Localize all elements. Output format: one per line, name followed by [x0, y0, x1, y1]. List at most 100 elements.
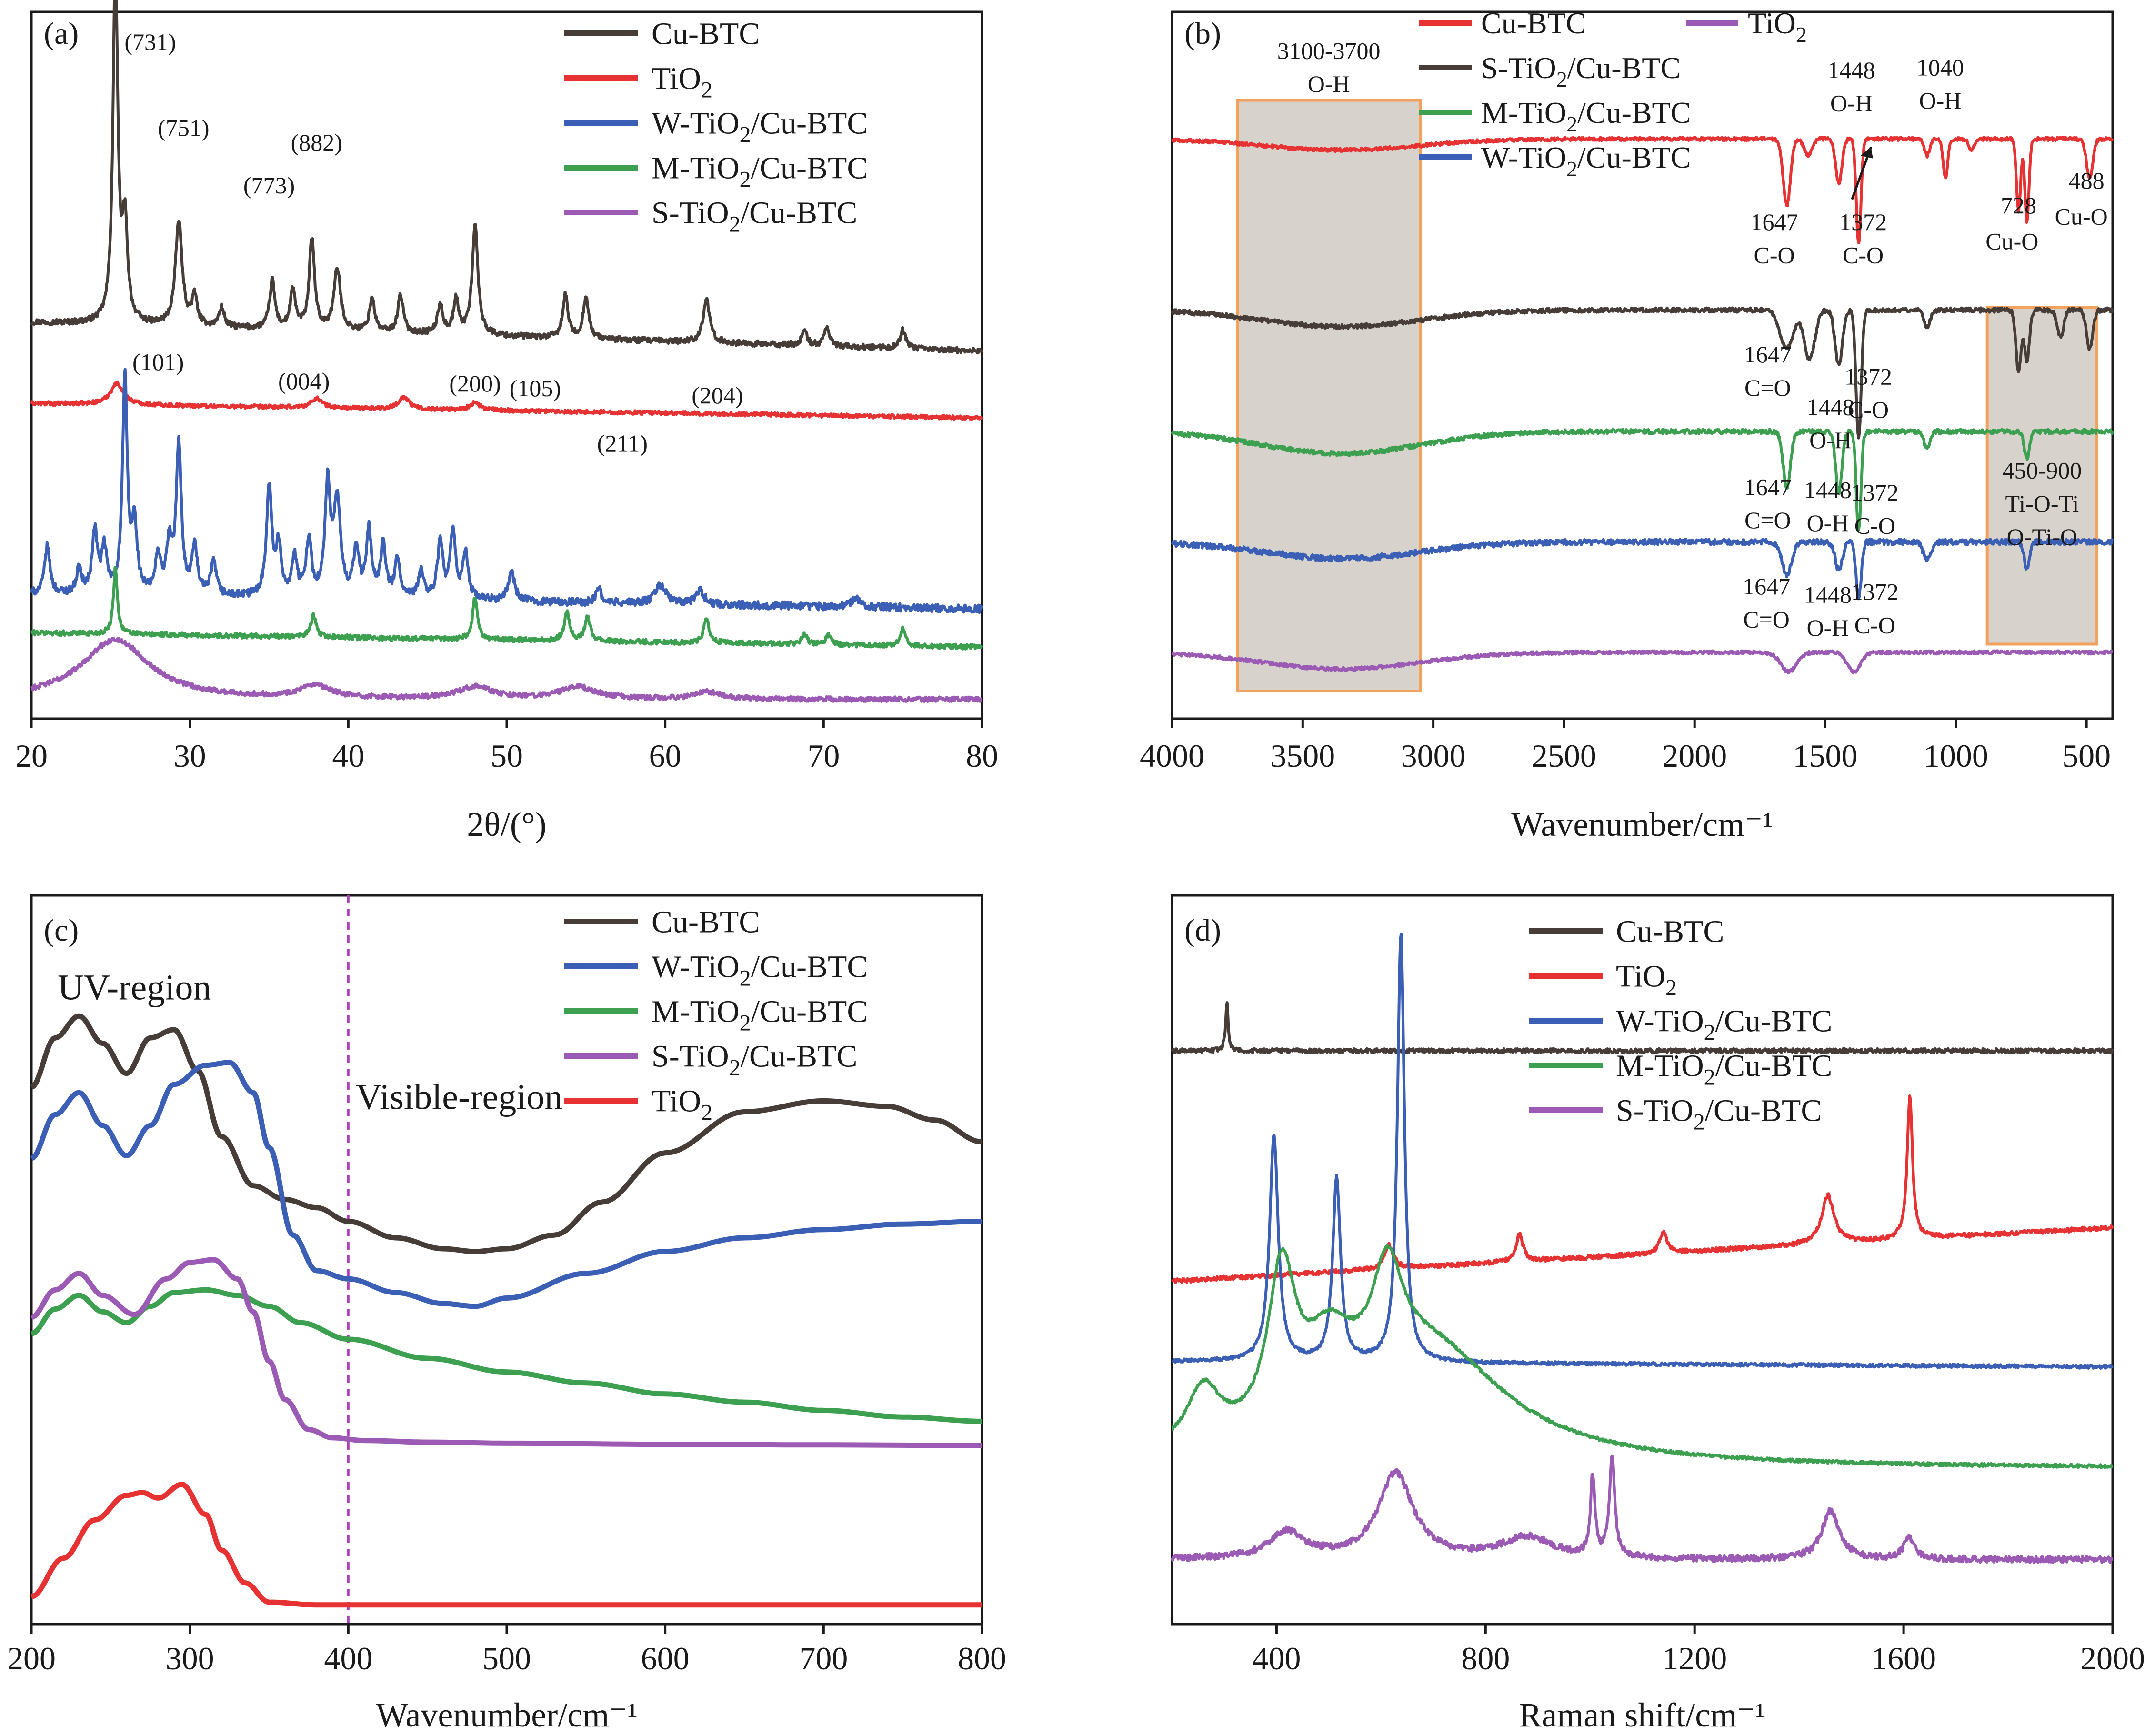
panel-b-annotation: 450-900 — [2003, 457, 2082, 484]
panel-b-annotation: 488 — [2069, 167, 2105, 194]
panel-b-annotation: 1448 — [1807, 393, 1854, 420]
panel-b-annotation: C-O — [1854, 512, 1895, 539]
panel-a-annotation: (101) — [132, 349, 184, 375]
panel-b-band-0 — [1236, 99, 1422, 693]
panel-c-axis: 200 300 400 500 600 700 800 — [7, 1624, 1006, 1676]
panel-b-x-tick-label: 1000 — [1924, 738, 1988, 774]
panel-d-label: (d) — [1184, 913, 1221, 948]
panel-a-series — [30, 0, 983, 703]
panel-c-annotations: UV-region Visible-region — [58, 968, 562, 1117]
panel-b-annotation: C-O — [1843, 242, 1884, 269]
panel-a-x-tick-label: 20 — [15, 738, 48, 774]
panel-c-series-cu-btc — [30, 1013, 982, 1254]
panel-b-x-tick-label: 3500 — [1270, 738, 1335, 774]
panel-a-annotation: (751) — [158, 115, 209, 141]
panel-b-x-axis-label: Wavenumber/cm⁻¹ — [1511, 805, 1773, 843]
panel-c-legend-w-tio2-cu-btc: W-TiO2/Cu-BTC — [652, 949, 868, 991]
panel-d-series-m-tio2-cu-btc — [1171, 1244, 2114, 1469]
panel-b-annotation: 1372 — [1839, 209, 1887, 235]
panel-b-label: (b) — [1184, 16, 1221, 51]
panel-c-series-s-tio2-cu-btc — [30, 1257, 982, 1448]
panel-c-x-tick-label: 400 — [324, 1640, 372, 1676]
panel-d-series-s-tio2-cu-btc — [1171, 1454, 2114, 1564]
panel-d-legend-w-tio2-cu-btc: W-TiO2/Cu-BTC — [1616, 1003, 1832, 1045]
panel-c-x-tick-label: 800 — [958, 1640, 1006, 1676]
panel-b-annotations: 3100-3700 O-H 1448 O-H 1040 O-H 1647 C-O 1372 C-O… — [1277, 38, 2108, 642]
panel-c-series — [30, 1013, 982, 1608]
panel-a-xrd: 20 30 40 50 60 70 80 (731) (751) (773) (882) (101)… — [15, 0, 998, 843]
panel-d-legend-s-tio2-cu-btc: S-TiO2/Cu-BTC — [1616, 1093, 1822, 1134]
panel-d-legend-m-tio2-cu-btc: M-TiO2/Cu-BTC — [1616, 1048, 1832, 1090]
panel-a-annotation: (004) — [278, 368, 330, 394]
panel-b-x-tick-label: 3000 — [1401, 738, 1466, 774]
panel-a-legend-cu-btc: Cu-BTC — [652, 16, 760, 51]
panel-b-annotation: C-O — [1754, 242, 1794, 269]
panel-d-frame — [1171, 894, 2114, 1626]
panel-c-legend-tio2: TiO2 — [652, 1084, 712, 1125]
panel-b-annotation: 1372 — [1844, 363, 1892, 390]
panel-b-annotation: 1647 — [1751, 209, 1798, 235]
panel-b-arrowhead-icon — [1860, 147, 1873, 159]
panel-a-annotation: (204) — [692, 382, 743, 409]
panel-a-legend-tio2: TiO2 — [652, 61, 712, 102]
panel-a-series-m-tio2-cu-btc — [30, 566, 983, 651]
panel-d-legend-tio2: TiO2 — [1616, 959, 1677, 1000]
panel-a-annotations: (731) (751) (773) (882) (101) (004) (200) (105)… — [124, 29, 743, 456]
panel-b-annotation: 1647 — [1744, 341, 1792, 368]
panel-a-series-cu-btc — [30, 0, 983, 355]
panel-a-x-tick-label: 80 — [966, 738, 998, 774]
panel-c-x-tick-label: 700 — [799, 1640, 848, 1676]
panel-a-legend-w-tio2-cu-btc: W-TiO2/Cu-BTC — [652, 106, 868, 147]
panel-b-annotation: Cu-O — [1985, 228, 2038, 255]
panel-b-series-tio2 — [1171, 649, 2114, 675]
panel-a-legend: Cu-BTC TiO2W-TiO2/Cu-BTCM-TiO2/Cu-BTCS-Ti… — [564, 16, 868, 237]
panel-a-x-axis-label: 2θ/(°) — [467, 805, 546, 843]
panel-b-series-w-tio2-cu-btc — [1171, 538, 2114, 601]
panel-a-legend-s-tio2-cu-btc: S-TiO2/Cu-BTC — [652, 195, 857, 237]
panel-c-annotation: Visible-region — [356, 1077, 562, 1117]
panel-a-series-tio2 — [30, 380, 983, 421]
panel-b-x-tick-label: 500 — [2062, 738, 2111, 774]
panel-a-axis: 20 30 40 50 60 70 80 — [15, 719, 998, 774]
panel-b-annotation: O-H — [1807, 614, 1849, 641]
panel-a-annotation: (211) — [597, 430, 648, 456]
panel-c-series-tio2 — [30, 1482, 982, 1608]
panel-b-annotation: 3100-3700 — [1277, 38, 1381, 64]
panel-b-annotation: C-O — [1854, 612, 1895, 638]
panel-a-annotation: (882) — [291, 129, 342, 156]
panel-b-legend-cu-btc: Cu-BTC — [1481, 6, 1586, 40]
panel-d-legend: Cu-BTC TiO2W-TiO2/Cu-BTCM-TiO2/Cu-BTCS-Ti… — [1529, 914, 1832, 1134]
panel-b-ftir: 4000 3500 3000 2500 2000 1500 1000 500 3100-370… — [1140, 6, 2114, 843]
panel-a-label: (a) — [44, 16, 79, 51]
panel-b-annotation: C=O — [1744, 507, 1791, 533]
panel-a-x-tick-label: 40 — [332, 738, 364, 774]
panel-c-legend: Cu-BTC W-TiO2/Cu-BTCM-TiO2/Cu-BTCS-TiO2/C… — [564, 904, 868, 1125]
panel-b-annotation: O-H — [1807, 510, 1849, 536]
panel-b-annotation: O-H — [1830, 90, 1873, 117]
panel-a-x-tick-label: 60 — [649, 738, 682, 774]
panel-b-bands — [1236, 99, 2099, 693]
panel-b-annotation: 728 — [2001, 192, 2036, 219]
panel-d-x-tick-label: 2000 — [2080, 1640, 2145, 1676]
panel-b-annotation: 1448 — [1804, 476, 1852, 503]
panel-c-uv-vis: 200 300 400 500 600 700 800 UV-region Visible-r… — [7, 894, 1006, 1734]
panel-d-x-tick-label: 1600 — [1871, 1640, 1936, 1676]
panel-b-x-tick-label: 1500 — [1793, 738, 1858, 774]
panel-b-annotation: 1040 — [1916, 54, 1964, 80]
panel-a-annotation: (731) — [124, 29, 176, 55]
panel-a-x-tick-label: 30 — [174, 738, 206, 774]
panel-c-label: (c) — [44, 913, 79, 948]
panel-b-annotation: Cu-O — [2055, 203, 2108, 230]
panel-b-annotation: 1647 — [1743, 573, 1790, 600]
panel-c-annotation: UV-region — [58, 968, 211, 1008]
panel-c-x-tick-label: 200 — [7, 1640, 56, 1676]
panel-b-legend-w-tio2-cu-btc: W-TiO2/Cu-BTC — [1481, 140, 1691, 181]
panel-b-annotation: 1647 — [1744, 473, 1792, 500]
panel-b-annotation: O-H — [1809, 427, 1852, 453]
panel-c-legend-cu-btc: Cu-BTC — [652, 904, 760, 939]
panel-d-series-tio2 — [1171, 1094, 2114, 1284]
panel-b-annotation: C-O — [1848, 396, 1889, 423]
panel-b-annotation: O-H — [1919, 87, 1961, 114]
panel-b-annotation: 1372 — [1851, 579, 1899, 605]
